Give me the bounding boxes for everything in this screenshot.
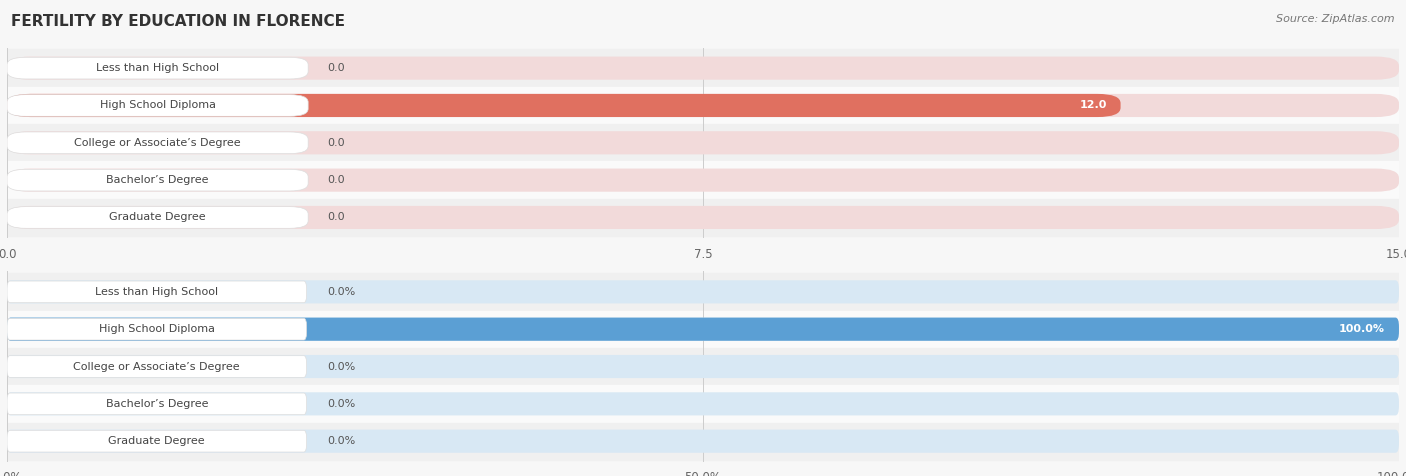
FancyBboxPatch shape bbox=[7, 94, 1121, 117]
Text: Source: ZipAtlas.com: Source: ZipAtlas.com bbox=[1277, 14, 1395, 24]
FancyBboxPatch shape bbox=[7, 281, 307, 303]
Text: 0.0: 0.0 bbox=[328, 212, 344, 222]
Text: 0.0: 0.0 bbox=[328, 63, 344, 73]
Text: College or Associate’s Degree: College or Associate’s Degree bbox=[75, 138, 240, 148]
Bar bbox=[7, 124, 1399, 161]
FancyBboxPatch shape bbox=[7, 94, 1399, 117]
Bar bbox=[7, 348, 1399, 385]
Text: Less than High School: Less than High School bbox=[96, 287, 218, 297]
Text: 0.0: 0.0 bbox=[328, 138, 344, 148]
Bar bbox=[7, 273, 1399, 310]
Text: Graduate Degree: Graduate Degree bbox=[110, 212, 205, 222]
Text: Bachelor’s Degree: Bachelor’s Degree bbox=[107, 175, 209, 185]
Bar bbox=[7, 423, 1399, 460]
FancyBboxPatch shape bbox=[7, 280, 1399, 303]
FancyBboxPatch shape bbox=[7, 95, 308, 116]
Text: Graduate Degree: Graduate Degree bbox=[108, 436, 205, 446]
Bar bbox=[7, 161, 1399, 199]
Text: Bachelor’s Degree: Bachelor’s Degree bbox=[105, 399, 208, 409]
FancyBboxPatch shape bbox=[7, 132, 308, 154]
Text: College or Associate’s Degree: College or Associate’s Degree bbox=[73, 361, 240, 372]
FancyBboxPatch shape bbox=[7, 356, 307, 377]
FancyBboxPatch shape bbox=[7, 131, 1399, 154]
FancyBboxPatch shape bbox=[7, 206, 1399, 229]
Text: 12.0: 12.0 bbox=[1080, 100, 1107, 110]
Bar bbox=[7, 199, 1399, 236]
Text: 0.0%: 0.0% bbox=[328, 361, 356, 372]
FancyBboxPatch shape bbox=[7, 57, 1399, 79]
Text: 0.0%: 0.0% bbox=[328, 287, 356, 297]
Bar bbox=[7, 87, 1399, 124]
FancyBboxPatch shape bbox=[7, 393, 307, 415]
FancyBboxPatch shape bbox=[7, 169, 1399, 192]
Text: Less than High School: Less than High School bbox=[96, 63, 219, 73]
Bar bbox=[7, 310, 1399, 348]
FancyBboxPatch shape bbox=[7, 355, 1399, 378]
FancyBboxPatch shape bbox=[7, 169, 308, 191]
FancyBboxPatch shape bbox=[7, 207, 308, 228]
FancyBboxPatch shape bbox=[7, 57, 308, 79]
Text: FERTILITY BY EDUCATION IN FLORENCE: FERTILITY BY EDUCATION IN FLORENCE bbox=[11, 14, 346, 30]
Text: High School Diploma: High School Diploma bbox=[100, 100, 215, 110]
Bar bbox=[7, 385, 1399, 423]
Text: 0.0%: 0.0% bbox=[328, 436, 356, 446]
Bar bbox=[7, 50, 1399, 87]
FancyBboxPatch shape bbox=[7, 318, 307, 340]
Text: 100.0%: 100.0% bbox=[1339, 324, 1385, 334]
Text: 0.0%: 0.0% bbox=[328, 399, 356, 409]
Text: High School Diploma: High School Diploma bbox=[98, 324, 215, 334]
FancyBboxPatch shape bbox=[7, 430, 307, 452]
Text: 0.0: 0.0 bbox=[328, 175, 344, 185]
FancyBboxPatch shape bbox=[7, 317, 1399, 341]
FancyBboxPatch shape bbox=[7, 317, 1399, 341]
FancyBboxPatch shape bbox=[7, 392, 1399, 416]
FancyBboxPatch shape bbox=[7, 430, 1399, 453]
